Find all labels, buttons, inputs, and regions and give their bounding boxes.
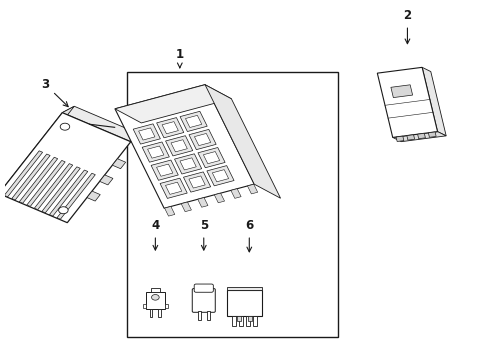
Polygon shape [206,166,234,186]
Polygon shape [142,304,145,307]
Polygon shape [253,316,257,326]
Text: 2: 2 [403,9,411,44]
Polygon shape [406,135,414,140]
Polygon shape [162,122,178,134]
Polygon shape [237,316,241,321]
Text: 5: 5 [199,219,207,250]
Polygon shape [151,160,178,180]
Polygon shape [226,291,262,316]
Polygon shape [145,292,164,309]
Polygon shape [181,202,191,212]
Bar [127,72,337,337]
Polygon shape [180,158,196,170]
Polygon shape [183,172,210,192]
Circle shape [59,207,68,214]
Polygon shape [133,124,160,144]
Polygon shape [194,134,210,145]
Polygon shape [0,106,74,194]
Circle shape [151,294,159,300]
Polygon shape [421,67,445,136]
Polygon shape [139,128,155,140]
Polygon shape [165,182,182,194]
Polygon shape [246,316,250,326]
Text: 6: 6 [244,219,253,252]
Polygon shape [197,311,201,320]
Polygon shape [377,67,437,138]
Polygon shape [395,136,403,141]
FancyBboxPatch shape [194,284,213,292]
Polygon shape [427,132,435,137]
Polygon shape [197,198,207,207]
Polygon shape [180,111,207,131]
Polygon shape [203,152,219,164]
Polygon shape [142,142,169,162]
Text: 4: 4 [151,219,159,250]
Polygon shape [392,132,445,142]
Polygon shape [239,316,243,326]
Polygon shape [156,118,183,138]
Polygon shape [206,311,209,320]
Polygon shape [247,316,251,321]
Polygon shape [100,175,113,185]
Polygon shape [164,207,175,216]
Circle shape [60,123,70,130]
Polygon shape [230,189,241,198]
Polygon shape [27,161,65,206]
Polygon shape [12,154,50,200]
Polygon shape [87,191,100,201]
Polygon shape [188,176,205,188]
Polygon shape [57,173,95,219]
Polygon shape [188,129,216,150]
Polygon shape [164,304,167,307]
Polygon shape [20,157,58,203]
Polygon shape [390,85,412,98]
Polygon shape [115,85,231,123]
Polygon shape [4,151,42,197]
Polygon shape [171,140,187,152]
Polygon shape [0,113,130,223]
Polygon shape [149,309,152,317]
Polygon shape [214,193,224,203]
Polygon shape [156,164,172,176]
Polygon shape [204,85,280,198]
Polygon shape [231,316,235,326]
Text: 3: 3 [41,78,68,107]
Polygon shape [198,148,224,168]
Polygon shape [226,287,262,291]
Polygon shape [247,184,257,194]
Polygon shape [42,167,80,213]
Polygon shape [165,136,192,156]
Polygon shape [160,178,187,198]
Polygon shape [62,106,142,142]
Polygon shape [147,146,163,158]
Polygon shape [185,115,202,127]
Text: 1: 1 [175,48,183,68]
Polygon shape [115,85,254,208]
Polygon shape [174,154,201,174]
Polygon shape [34,164,73,210]
Polygon shape [112,159,125,169]
FancyBboxPatch shape [192,289,215,312]
Polygon shape [158,309,161,317]
Polygon shape [49,170,88,216]
Polygon shape [212,170,228,182]
Polygon shape [150,288,160,292]
Polygon shape [417,133,425,139]
